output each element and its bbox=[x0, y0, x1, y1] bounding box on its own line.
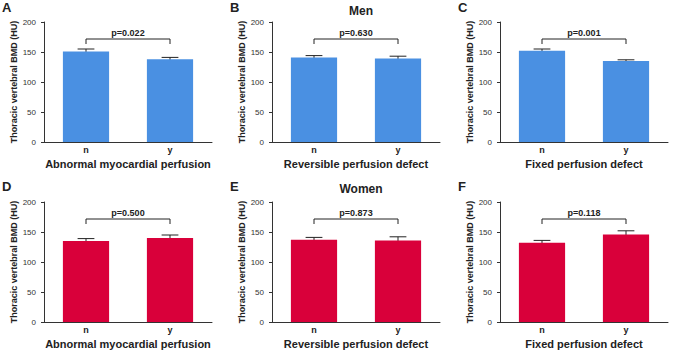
svg-text:y: y bbox=[395, 325, 400, 335]
svg-text:50: 50 bbox=[483, 108, 492, 117]
svg-text:n: n bbox=[83, 325, 89, 335]
svg-text:0: 0 bbox=[488, 138, 493, 147]
svg-text:Fixed perfusion defect: Fixed perfusion defect bbox=[525, 338, 643, 350]
svg-text:100: 100 bbox=[479, 258, 493, 267]
svg-text:B: B bbox=[230, 0, 239, 15]
svg-text:Thoracic vertebral BMD (HU): Thoracic vertebral BMD (HU) bbox=[9, 201, 19, 324]
svg-text:Thoracic vertebral BMD (HU): Thoracic vertebral BMD (HU) bbox=[9, 21, 19, 144]
svg-text:A: A bbox=[2, 0, 12, 15]
svg-text:y: y bbox=[623, 145, 628, 155]
svg-text:p=0.873: p=0.873 bbox=[339, 208, 372, 218]
svg-text:100: 100 bbox=[479, 78, 493, 87]
svg-text:150: 150 bbox=[23, 228, 37, 237]
svg-text:y: y bbox=[395, 145, 400, 155]
svg-text:150: 150 bbox=[479, 228, 493, 237]
svg-text:200: 200 bbox=[23, 18, 37, 27]
svg-text:0: 0 bbox=[260, 318, 265, 327]
svg-text:C: C bbox=[458, 0, 468, 15]
svg-text:Abnormal myocardial perfusion: Abnormal myocardial perfusion bbox=[45, 158, 211, 170]
svg-text:100: 100 bbox=[23, 258, 37, 267]
svg-text:y: y bbox=[623, 325, 628, 335]
svg-text:Men: Men bbox=[349, 4, 373, 18]
svg-text:0: 0 bbox=[32, 138, 37, 147]
svg-text:n: n bbox=[311, 325, 317, 335]
svg-text:150: 150 bbox=[23, 48, 37, 57]
svg-text:100: 100 bbox=[251, 78, 265, 87]
svg-text:n: n bbox=[539, 145, 545, 155]
svg-text:p=0.022: p=0.022 bbox=[111, 28, 144, 38]
svg-text:Fixed perfusion defect: Fixed perfusion defect bbox=[525, 158, 643, 170]
svg-text:150: 150 bbox=[251, 228, 265, 237]
svg-text:y: y bbox=[167, 325, 172, 335]
svg-text:200: 200 bbox=[23, 198, 37, 207]
svg-text:50: 50 bbox=[27, 288, 36, 297]
svg-text:Thoracic vertebral BMD (HU): Thoracic vertebral BMD (HU) bbox=[237, 21, 247, 144]
svg-text:p=0.630: p=0.630 bbox=[339, 28, 372, 38]
svg-text:p=0.500: p=0.500 bbox=[111, 208, 144, 218]
svg-text:n: n bbox=[539, 325, 545, 335]
svg-text:n: n bbox=[311, 145, 317, 155]
svg-text:50: 50 bbox=[27, 108, 36, 117]
svg-text:150: 150 bbox=[479, 48, 493, 57]
svg-text:p=0.118: p=0.118 bbox=[568, 208, 601, 218]
svg-text:F: F bbox=[458, 179, 466, 194]
svg-text:50: 50 bbox=[255, 108, 264, 117]
svg-text:D: D bbox=[2, 179, 11, 194]
svg-text:Thoracic vertebral BMD (HU): Thoracic vertebral BMD (HU) bbox=[465, 201, 475, 324]
svg-text:150: 150 bbox=[251, 48, 265, 57]
svg-text:200: 200 bbox=[479, 18, 493, 27]
svg-text:Reversible perfusion defect: Reversible perfusion defect bbox=[284, 338, 429, 350]
svg-text:p=0.001: p=0.001 bbox=[567, 28, 600, 38]
svg-text:0: 0 bbox=[488, 318, 493, 327]
svg-text:E: E bbox=[230, 179, 239, 194]
svg-text:Reversible perfusion defect: Reversible perfusion defect bbox=[284, 158, 429, 170]
svg-text:y: y bbox=[167, 145, 172, 155]
svg-text:Abnormal myocardial perfusion: Abnormal myocardial perfusion bbox=[45, 338, 211, 350]
svg-text:0: 0 bbox=[260, 138, 265, 147]
svg-text:Women: Women bbox=[339, 182, 382, 196]
svg-text:200: 200 bbox=[479, 198, 493, 207]
svg-text:50: 50 bbox=[483, 288, 492, 297]
svg-text:200: 200 bbox=[251, 198, 265, 207]
svg-text:50: 50 bbox=[255, 288, 264, 297]
svg-text:100: 100 bbox=[251, 258, 265, 267]
svg-text:Thoracic vertebral BMD (HU): Thoracic vertebral BMD (HU) bbox=[237, 201, 247, 324]
svg-text:Thoracic vertebral BMD (HU): Thoracic vertebral BMD (HU) bbox=[465, 21, 475, 144]
svg-text:200: 200 bbox=[251, 18, 265, 27]
svg-text:n: n bbox=[83, 145, 89, 155]
svg-text:100: 100 bbox=[23, 78, 37, 87]
svg-text:0: 0 bbox=[32, 318, 37, 327]
